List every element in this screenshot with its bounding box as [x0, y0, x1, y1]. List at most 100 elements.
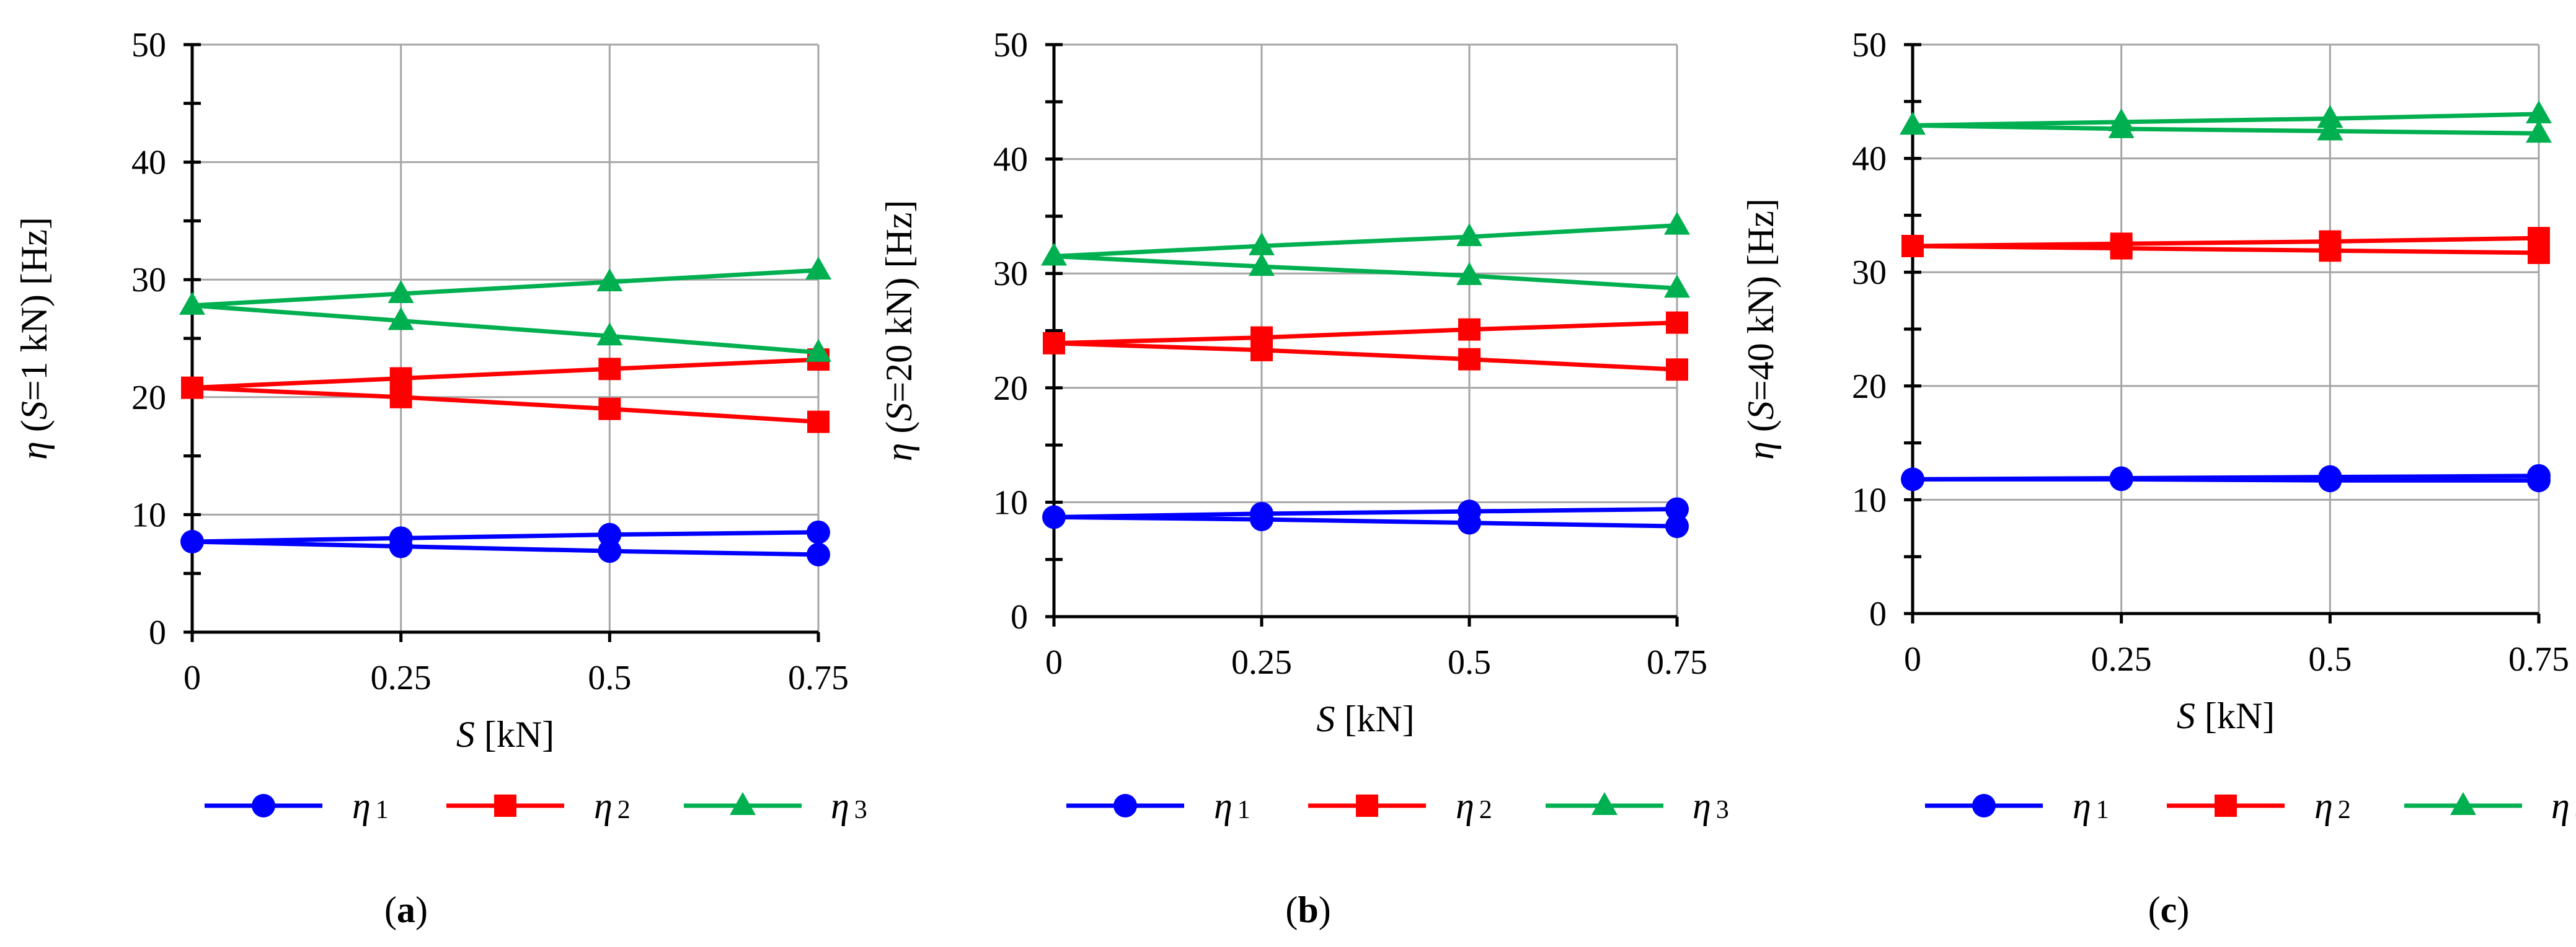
legend-subscript: 1 — [1237, 796, 1250, 824]
y-axis-title-variable: S — [1740, 401, 1781, 420]
x-tick-label: 0.25 — [2091, 640, 2152, 679]
series-line-eta-3-lower — [1053, 254, 1678, 291]
series-line-eta-2-lower — [1053, 341, 1678, 372]
y-tick-label: 0 — [1011, 598, 1028, 636]
series-line-eta-1-lower — [192, 539, 819, 557]
x-tick-label: 0 — [1045, 643, 1063, 682]
series-line-eta-1-lower — [1913, 477, 2539, 483]
data-point-eta-2 — [389, 385, 412, 408]
legend-subscript: 3 — [1716, 796, 1729, 824]
data-point-eta-2 — [181, 376, 203, 399]
y-axis-title: η (S=20 kN) [Hz] — [879, 200, 919, 462]
y-axis-title-value: =1 kN) — [14, 294, 55, 401]
series-line-eta-3-lower — [1912, 123, 2539, 136]
y-tick-label: 20 — [993, 369, 1028, 408]
caption-b: (b) — [1285, 889, 1330, 930]
data-point-eta-1 — [598, 539, 622, 563]
data-point-eta-3 — [1041, 242, 1067, 266]
data-point-eta-3 — [2317, 105, 2344, 128]
series-eta-2 — [181, 348, 830, 433]
data-point-eta-3 — [1249, 232, 1275, 255]
y-axis-title-symbol: η — [1740, 441, 1781, 460]
legend-symbol: η — [1456, 785, 1474, 826]
caption-close: ) — [1319, 889, 1331, 930]
data-point-eta-3 — [387, 280, 414, 303]
data-point-eta-1 — [1665, 497, 1689, 521]
data-point-eta-2 — [1043, 332, 1065, 355]
legend-marker — [1591, 792, 1618, 815]
series-line-eta-1-upper — [192, 530, 819, 544]
data-point-eta-2 — [389, 367, 412, 390]
caption-close: ) — [2177, 889, 2189, 930]
y-axis-title-symbol: η — [879, 443, 919, 462]
series-line-eta-3-lower — [192, 303, 819, 355]
series-line-eta-2-upper — [192, 357, 819, 390]
y-tick-label: 10 — [131, 496, 166, 534]
x-tick-label: 0.75 — [1647, 643, 1707, 682]
data-point-eta-1 — [1901, 467, 1924, 491]
legend-symbol: η — [1693, 785, 1711, 826]
data-point-eta-2 — [2319, 239, 2342, 262]
y-axis-title-unit: [Hz] — [14, 217, 55, 294]
legend-symbol: η — [2551, 785, 2570, 826]
series-eta-2 — [1043, 311, 1688, 381]
data-point-eta-3 — [596, 322, 623, 346]
y-tick-label: 30 — [131, 261, 166, 299]
caption-letter: b — [1298, 889, 1318, 930]
x-axis-title: S [kN] — [2177, 695, 2275, 736]
data-point-eta-1 — [1042, 505, 1066, 529]
caption-c: (c) — [2148, 889, 2190, 930]
x-tick-label: 0 — [184, 659, 201, 697]
data-point-eta-2 — [2110, 237, 2133, 260]
series-eta-3 — [1900, 100, 2552, 143]
caption-open: ( — [1285, 889, 1298, 930]
data-point-eta-3 — [387, 307, 414, 330]
x-tick-label: 0.5 — [588, 659, 631, 697]
legend-symbol: η — [594, 785, 613, 826]
y-axis-title: η (S=40 kN) [Hz] — [1740, 198, 1781, 460]
series-line-eta-1-upper — [1053, 506, 1678, 519]
y-axis-title-value: =40 kN) — [1740, 276, 1781, 401]
data-point-eta-1 — [180, 530, 204, 554]
x-axis-title-variable: S — [456, 714, 475, 755]
x-tick-label: 0.25 — [1231, 643, 1292, 682]
y-axis-title-symbol: η — [14, 441, 55, 460]
data-point-eta-1 — [1458, 511, 1481, 535]
data-point-eta-2 — [598, 397, 621, 420]
data-point-eta-3 — [1456, 262, 1482, 285]
x-tick-label: 0 — [1904, 640, 1921, 679]
data-point-eta-1 — [807, 542, 830, 566]
y-tick-label: 10 — [993, 483, 1028, 522]
caption-a: (a) — [384, 889, 428, 930]
data-point-eta-2 — [1250, 338, 1273, 361]
y-tick-label: 0 — [149, 614, 166, 652]
series-eta-3 — [1041, 211, 1690, 298]
x-axis-title: S [kN] — [456, 714, 554, 755]
legend-symbol: η — [352, 785, 371, 826]
series-eta-3 — [179, 257, 831, 362]
y-tick-label: 50 — [1852, 26, 1887, 64]
legend-subscript: 1 — [376, 796, 389, 824]
data-point-eta-1 — [389, 534, 413, 558]
data-point-eta-3 — [596, 268, 623, 291]
legend-subscript: 3 — [854, 796, 867, 824]
series-line-eta-3-upper — [192, 268, 819, 308]
data-point-eta-3 — [2317, 117, 2344, 141]
data-point-eta-3 — [1249, 253, 1275, 276]
series-eta-2 — [1901, 227, 2550, 264]
data-point-eta-2 — [1666, 358, 1688, 381]
legend-item-eta-3: η3 — [2404, 785, 2576, 826]
series-eta-1 — [1042, 497, 1689, 539]
y-axis-title-variable: S — [879, 403, 919, 421]
y-axis-title-unit: [Hz] — [879, 200, 919, 278]
series-line-eta-2-lower — [192, 385, 819, 425]
legend-marker — [730, 792, 756, 815]
